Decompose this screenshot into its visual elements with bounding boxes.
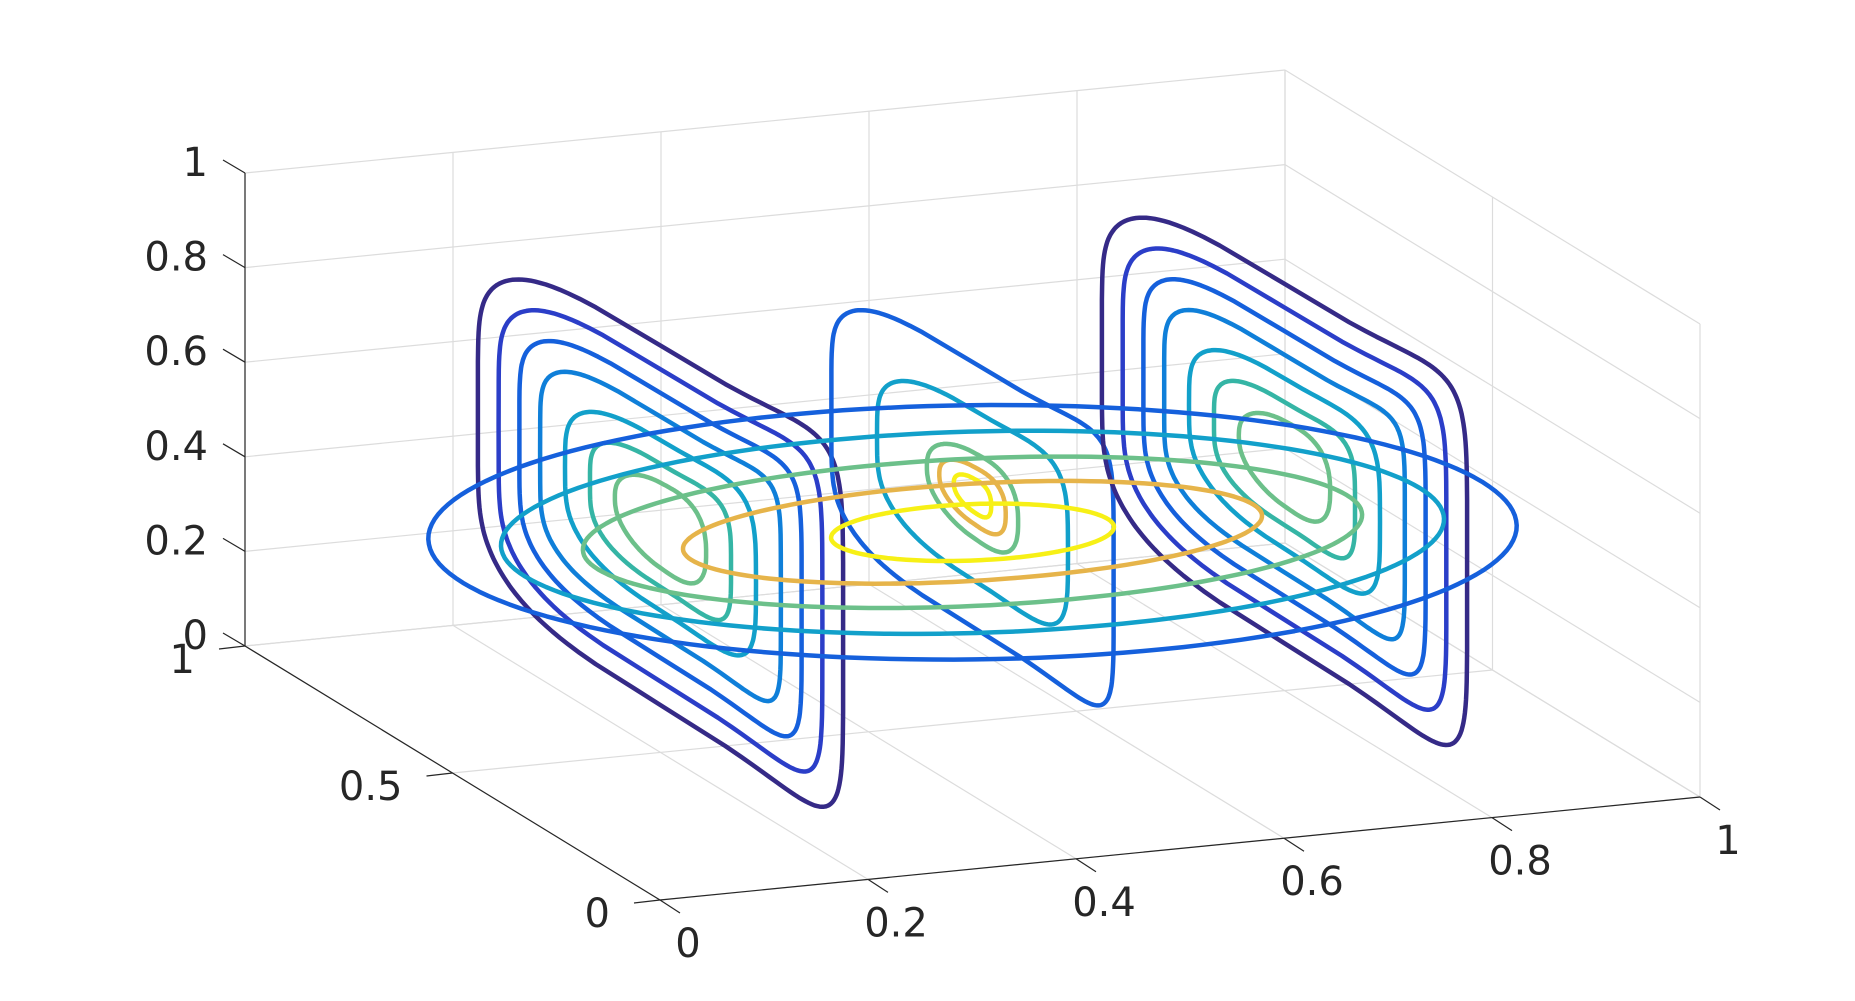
grid-line xyxy=(452,669,1493,774)
z-tick-label: 0.6 xyxy=(144,329,208,375)
contour-line xyxy=(874,378,1071,627)
contour-line xyxy=(680,478,1265,586)
y-tick-mark xyxy=(426,772,453,777)
contour-lines xyxy=(426,215,1519,810)
z-tick-label: 0 xyxy=(183,613,208,659)
axes xyxy=(218,159,1721,914)
contour-line xyxy=(612,472,709,586)
z-tick-mark xyxy=(222,632,246,647)
y-tick-mark xyxy=(218,645,246,650)
contour-line xyxy=(1236,410,1333,524)
x-tick-label: 0 xyxy=(675,921,700,967)
x-tick-label: 0.8 xyxy=(1488,839,1552,885)
x-tick-label: 0.2 xyxy=(864,900,928,946)
x-tick-mark xyxy=(1699,796,1721,811)
contour-line xyxy=(517,338,804,739)
x-tick-mark xyxy=(1491,817,1513,832)
x-tick-mark xyxy=(659,899,681,914)
z-tick-mark xyxy=(222,537,246,552)
z-tick-label: 0.8 xyxy=(144,235,208,281)
grid-line xyxy=(244,69,1286,174)
x-tick-mark xyxy=(867,878,889,893)
contour-line xyxy=(1211,378,1358,561)
x-tick-mark xyxy=(1283,837,1305,852)
y-tick-label: 0 xyxy=(585,891,610,937)
grid-line xyxy=(244,258,1286,363)
contour-line xyxy=(498,428,1447,637)
contour-line xyxy=(828,501,1117,564)
contour-line xyxy=(426,402,1519,662)
contour-line xyxy=(951,472,994,520)
tick-labels: 0 0.2 0.4 0.6 0.8 1 0 0.5 1 0 0.2 0.4 0.… xyxy=(144,140,1740,967)
contour-line xyxy=(537,369,784,704)
contour-line xyxy=(1099,215,1470,748)
x-tick-label: 0.4 xyxy=(1072,880,1136,926)
z-tick-mark xyxy=(222,254,246,269)
contour-line xyxy=(1161,307,1408,642)
z-tick-label: 0.4 xyxy=(144,424,208,470)
x-tick-mark xyxy=(1075,858,1097,873)
y-tick-label: 0.5 xyxy=(339,764,403,810)
z-tick-mark xyxy=(222,159,246,174)
grid-line xyxy=(1284,258,1701,514)
contour-line xyxy=(937,457,1008,537)
z-tick-mark xyxy=(222,443,246,458)
grid-line xyxy=(1284,69,1701,325)
contour-line xyxy=(562,409,759,658)
contour-line xyxy=(1120,246,1449,712)
contour-line xyxy=(924,441,1021,555)
grid-line xyxy=(1284,542,1701,798)
z-tick-label: 1 xyxy=(183,140,208,186)
contour-line xyxy=(475,277,846,810)
grid-line xyxy=(244,164,1286,269)
x-tick-label: 1 xyxy=(1715,818,1740,864)
x-tick-label: 0.6 xyxy=(1280,859,1344,905)
y-tick-mark xyxy=(633,899,661,904)
x-axis-line xyxy=(659,796,1701,901)
grid-line xyxy=(1284,164,1701,420)
y-tick-label: 1 xyxy=(170,637,195,683)
z-tick-mark xyxy=(222,348,246,363)
contour-line xyxy=(829,307,1116,708)
contour-line xyxy=(580,454,1365,611)
z-tick-label: 0.2 xyxy=(144,518,208,564)
